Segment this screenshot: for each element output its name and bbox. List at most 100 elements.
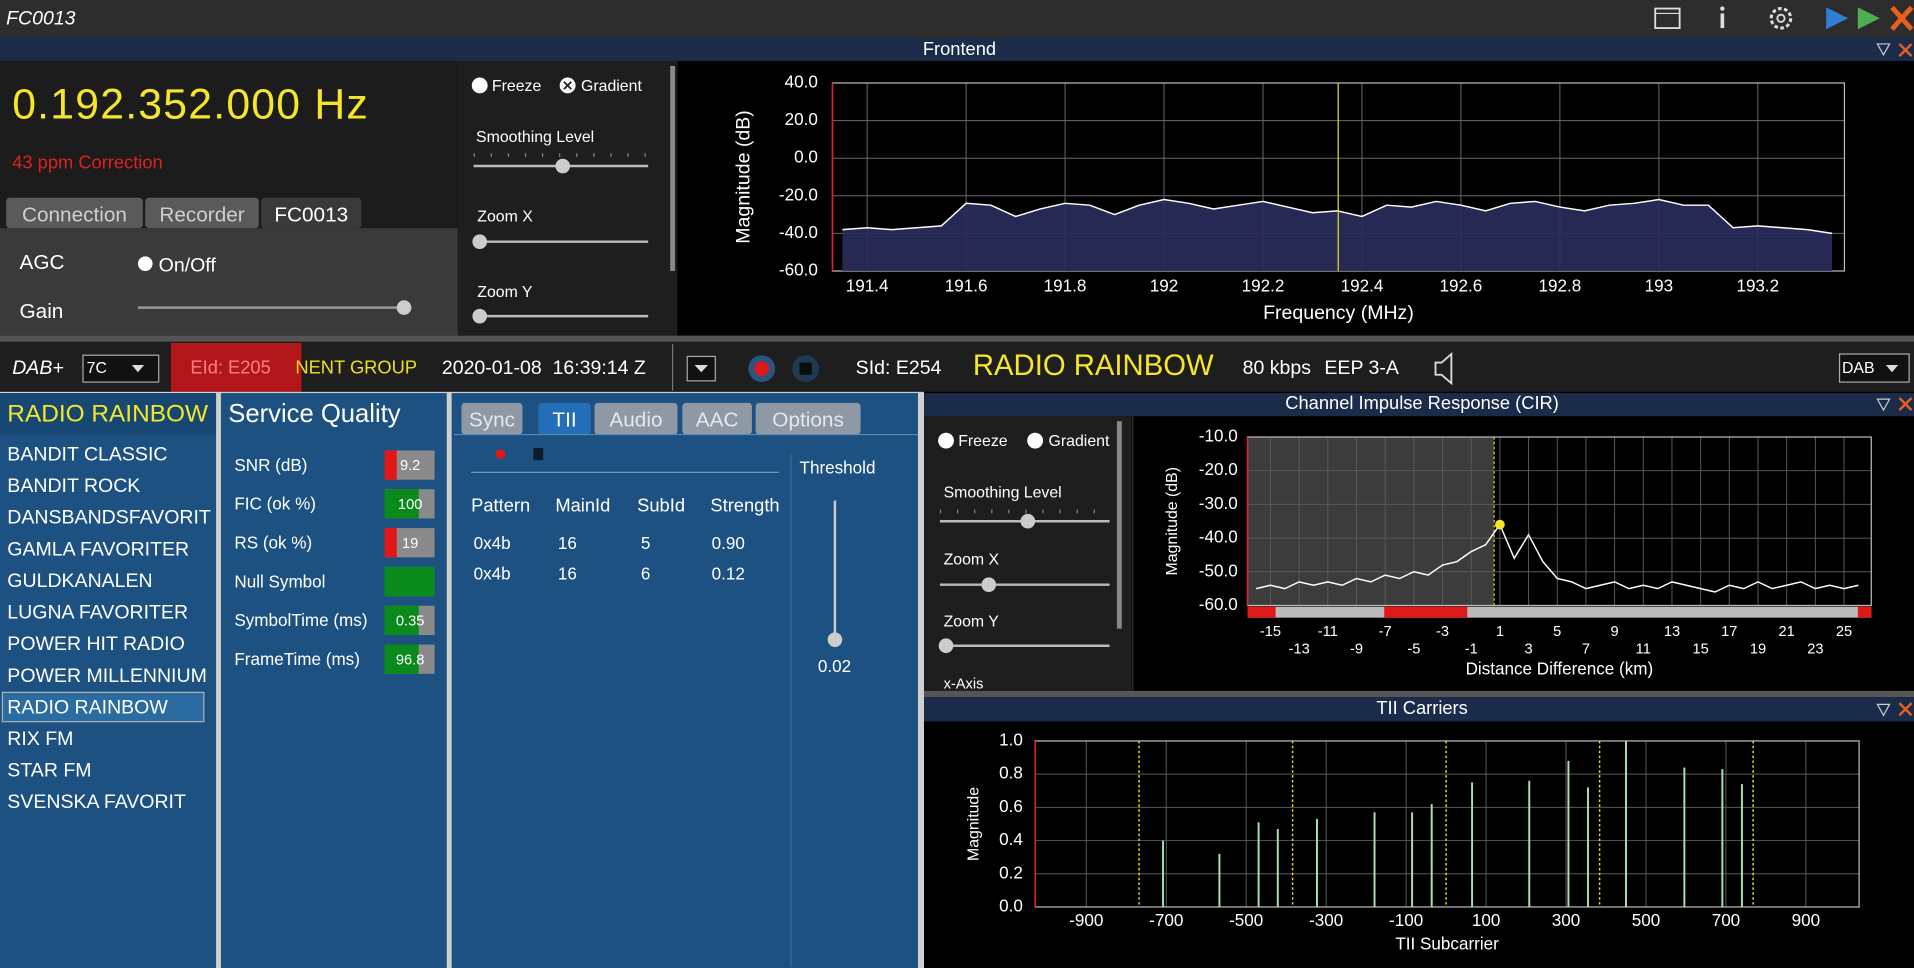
collapse-icon[interactable] [1876,398,1891,412]
zoom-x-slider[interactable] [472,234,488,250]
y-tick-label: 0.2 [999,863,1023,882]
layout-icon[interactable] [1654,7,1681,29]
splitter[interactable] [0,335,1914,342]
service-item[interactable]: BANDIT ROCK [7,475,140,497]
zoom-x-slider[interactable] [981,577,997,593]
tab[interactable] [6,197,143,229]
zoom-y-slider[interactable] [938,638,954,654]
tab[interactable] [538,402,591,435]
x-tick-label: 7 [1582,641,1590,657]
service-item[interactable]: BANDIT CLASSIC [7,443,167,465]
tab-label: Options [772,409,844,432]
tab[interactable] [682,402,752,435]
gradient-label: Gradient [581,78,642,95]
tii-record[interactable] [495,449,506,459]
stop-square [799,362,812,375]
smoothing-slider[interactable] [555,158,571,174]
freeze-radio[interactable] [938,432,954,449]
frequency: 0.192.352.000 Hz [12,81,369,129]
service-item[interactable]: RADIO RAINBOW [7,696,168,718]
y-axis-label: Magnitude (dB) [1164,467,1181,575]
record-dot [754,361,770,376]
cir-range-window[interactable] [1384,606,1468,618]
service-item[interactable]: STAR FM [7,760,91,782]
run-button[interactable] [1857,7,1880,30]
tii-carriers-header [924,697,1914,722]
quality-level [384,605,419,635]
tab[interactable] [461,402,523,435]
cir-range-bar[interactable] [1247,606,1872,618]
cir-range-start[interactable] [1247,606,1276,618]
channel-arrow [131,364,145,373]
close-button[interactable] [1890,5,1914,31]
service-item[interactable]: SVENSKA FAVORIT [7,791,186,813]
threshold-slider[interactable] [827,632,843,647]
gradient-radio[interactable] [1027,432,1044,449]
close-panel[interactable] [1898,43,1913,58]
x-tick-label: -15 [1260,624,1281,640]
close-panel[interactable] [1898,702,1913,717]
tab[interactable] [755,402,861,435]
zoom-y-slider[interactable] [472,308,488,324]
service-item[interactable]: POWER MILLENNIUM [7,665,207,687]
x-tick-label: 5 [1553,624,1561,640]
ppm-correction: 43 ppm Correction [12,151,163,172]
x-tick-label: -13 [1289,641,1310,657]
freeze-radio[interactable] [471,77,488,94]
table-cell: 0.12 [712,564,745,583]
carrier-bar [1625,740,1627,907]
service-menu[interactable] [686,355,716,382]
x-tick-label: 25 [1836,624,1852,640]
tab[interactable] [594,402,678,435]
channel-select[interactable] [82,354,160,383]
standard: DAB [1842,360,1875,377]
quality-level [384,566,435,597]
collapse-icon[interactable] [1876,703,1891,717]
x-tick-label: -3 [1436,624,1449,640]
close-panel[interactable] [1898,397,1913,412]
smoothing-slider[interactable] [1020,513,1036,529]
carrier-bar [1276,828,1279,907]
frontend-title: Frontend [923,38,996,59]
splitter[interactable] [924,690,1914,698]
gain-slider[interactable] [396,300,412,315]
title-bar [0,0,1914,38]
x-tick-label: -11 [1318,624,1338,640]
tab[interactable] [261,197,362,229]
service-item[interactable]: POWER HIT RADIO [7,633,184,655]
service-item[interactable]: RIX FM [7,728,73,750]
tab-label: Connection [22,204,127,227]
settings-icon[interactable] [1769,7,1793,30]
cir-range-end[interactable] [1857,606,1872,618]
info-icon[interactable] [1720,6,1725,11]
x-tick-label: 19 [1750,641,1766,657]
tab[interactable] [145,197,259,229]
standard-select[interactable] [1838,353,1910,383]
service-item[interactable]: GAMLA FAVORITER [7,538,189,560]
volume-icon[interactable] [1434,351,1453,386]
agc-toggle[interactable] [137,256,153,271]
scrollbar[interactable] [1116,421,1122,629]
tuner-settings [0,228,458,336]
collapse-icon[interactable] [1876,43,1891,57]
scrollbar[interactable] [670,65,676,271]
x-axis-label: TII Subcarrier [1395,934,1499,953]
x-tick-label: -300 [1309,911,1343,930]
play-button[interactable] [1826,7,1849,30]
tii-stop[interactable] [533,447,544,461]
service-item[interactable]: DANSBANDSFAVORIT [7,507,211,529]
x-tick-label: 900 [1792,911,1820,930]
quality-level [384,644,419,674]
freeze-label: Freeze [958,433,1008,450]
x-tick-label: 192.4 [1341,276,1384,295]
x-tick-label: 191.4 [846,276,889,295]
carrier-bar [1162,840,1165,907]
service-item[interactable]: LUGNA FAVORITER [7,602,188,624]
carrier-bar [1587,787,1589,907]
x-axis-label: Distance Difference (km) [1466,660,1654,679]
service-item[interactable]: GULDKANALEN [7,570,152,592]
quality-title: Service Quality [228,400,401,428]
table-cell: 0x4b [474,534,511,553]
selected-service[interactable] [1,691,205,723]
y-tick-label: -20.0 [779,185,818,204]
